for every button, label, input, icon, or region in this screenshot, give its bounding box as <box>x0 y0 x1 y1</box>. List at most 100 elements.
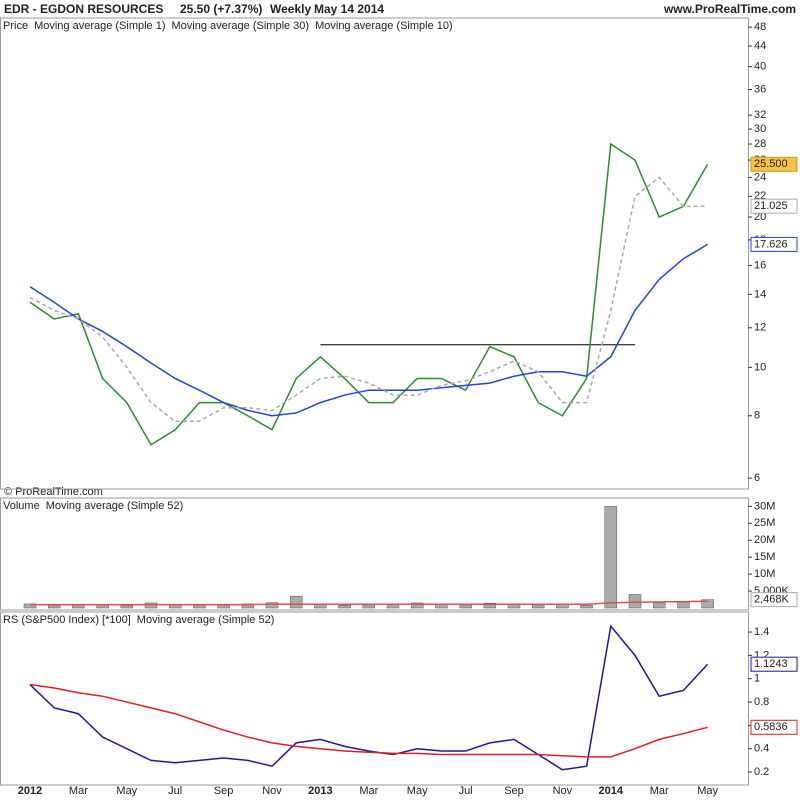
y-tick-label: 36 <box>754 83 766 95</box>
volume-bar <box>628 594 642 609</box>
x-tick-label: 2013 <box>308 785 332 797</box>
period: Weekly <box>270 2 311 16</box>
value-label: 17.626 <box>754 238 788 250</box>
y-tick-label: 6 <box>754 472 760 484</box>
y-tick-label: 28 <box>754 138 766 150</box>
legend-label: Moving average (Simple 52) <box>46 500 184 512</box>
volume-bar <box>459 604 472 609</box>
y-tick-label: 44 <box>754 40 766 52</box>
volume-bar <box>362 604 376 609</box>
x-tick-label: Jul <box>168 785 182 797</box>
y-tick-label: 0.2 <box>754 766 769 778</box>
panel-frame <box>0 17 749 490</box>
quote: 25.50 (+7.37%) <box>180 2 262 16</box>
panel-label: RS (S&P500 Index) [*100] <box>3 614 131 626</box>
y-tick-label: 20 <box>754 211 766 223</box>
volume-bar <box>265 602 279 609</box>
y-tick-label: 0.4 <box>754 743 769 755</box>
volume-bar <box>289 595 303 609</box>
volume-bar <box>96 604 109 609</box>
x-tick-label: Mar <box>650 785 669 797</box>
date: May 14 2014 <box>314 2 384 16</box>
y-tick-label: 12 <box>754 322 766 334</box>
value-label-box <box>750 156 798 172</box>
x-tick-label: Jul <box>459 785 473 797</box>
volume-bar <box>435 604 448 609</box>
site: www.ProRealTime.com <box>663 2 796 16</box>
volume-bar <box>677 601 690 609</box>
panel-frame <box>0 497 749 611</box>
series-line <box>29 176 708 422</box>
value-label: 2,468K <box>754 594 790 606</box>
volume-bar <box>386 605 400 609</box>
x-tick-label: 2012 <box>18 785 42 797</box>
legend-label: Moving average (Simple 1) <box>34 20 165 32</box>
y-tick-label: 14 <box>754 288 766 300</box>
volume-bar <box>314 604 327 609</box>
value-label: 0.5836 <box>754 721 788 733</box>
value-label-box <box>750 236 798 252</box>
volume-bar <box>338 605 351 609</box>
y-tick-label: 24 <box>754 171 766 183</box>
x-tick-label: Nov <box>553 785 573 797</box>
volume-bar <box>144 602 158 609</box>
x-tick-label: Mar <box>359 785 378 797</box>
x-tick-label: May <box>116 785 137 797</box>
y-tick-label: 10M <box>754 568 775 580</box>
value-label-box <box>750 198 798 214</box>
x-tick-label: May <box>407 785 428 797</box>
x-tick-label: May <box>697 785 718 797</box>
x-tick-label: Nov <box>262 785 282 797</box>
legend-label: Moving average (Simple 52) <box>137 614 275 626</box>
y-tick-label: 15M <box>754 551 775 563</box>
volume-bar <box>701 599 714 609</box>
y-tick-label: 1 <box>754 673 760 685</box>
y-tick-label: 0.8 <box>754 696 769 708</box>
volume-bar <box>120 605 134 609</box>
volume-bar <box>193 605 206 609</box>
y-tick-label: 10 <box>754 361 766 373</box>
value-label-box <box>750 656 798 672</box>
y-tick-label: 16 <box>754 259 766 271</box>
y-tick-label: 8 <box>754 410 760 422</box>
value-label: 1.1243 <box>754 658 788 670</box>
value-label-box <box>750 719 798 735</box>
value-label-box <box>750 592 798 608</box>
volume-bar <box>217 604 230 609</box>
y-tick-label: 25M <box>754 517 775 529</box>
volume-bar <box>556 604 569 609</box>
volume-bar <box>652 602 666 609</box>
x-tick-label: Sep <box>214 785 234 797</box>
y-tick-label: 30 <box>754 123 766 135</box>
panel-label: Volume <box>3 500 40 512</box>
volume-bar <box>410 602 424 609</box>
series-line <box>29 624 709 771</box>
title: EDR - EGDON RESOURCES <box>4 2 163 16</box>
legend-label: Moving average (Simple 10) <box>315 20 453 32</box>
x-tick-label: Mar <box>69 785 88 797</box>
y-tick-label: 32 <box>754 109 766 121</box>
volume-bar <box>580 605 593 609</box>
volume-bar <box>47 605 61 609</box>
y-tick-label: 48 <box>754 21 766 33</box>
copyright: © ProRealTime.com <box>4 486 103 498</box>
series-line <box>30 600 708 606</box>
y-tick-label: 20M <box>754 534 775 546</box>
x-tick-label: 2014 <box>599 785 624 797</box>
y-tick-label: 1.4 <box>754 626 769 638</box>
legend-label: Moving average (Simple 30) <box>172 20 310 32</box>
y-tick-label: 40 <box>754 61 766 73</box>
value-label: 25.500 <box>754 158 788 170</box>
volume-bar <box>483 603 497 609</box>
panel-frame <box>0 611 749 786</box>
volume-bar <box>531 604 545 609</box>
series-line <box>29 683 708 758</box>
panel-label: Price <box>3 20 28 32</box>
series-line <box>29 142 709 446</box>
volume-bar <box>604 506 618 609</box>
value-label: 21.025 <box>754 200 788 212</box>
x-tick-label: Sep <box>504 785 524 797</box>
y-tick-label: 30M <box>754 500 775 512</box>
